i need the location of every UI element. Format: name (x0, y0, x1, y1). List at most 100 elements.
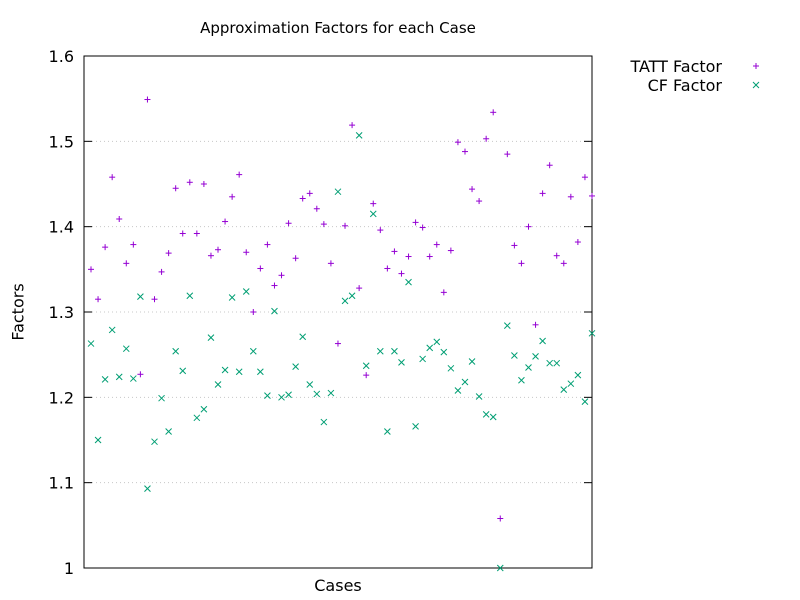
cf-point (454, 387, 462, 394)
tatt-point (447, 247, 454, 254)
tatt-point (271, 282, 278, 289)
tatt-point (504, 151, 511, 158)
tatt-point (419, 224, 426, 231)
tatt-point (454, 139, 461, 146)
y-tick-label: 1.3 (49, 303, 74, 322)
tatt-point (391, 248, 398, 255)
cf-point (376, 347, 384, 355)
tatt-point (574, 239, 581, 246)
tatt-point (313, 205, 320, 212)
cf-point (461, 378, 469, 386)
cf-point (518, 376, 525, 384)
cf-point (369, 210, 377, 218)
tatt-point (130, 241, 137, 248)
tatt-point (546, 162, 553, 169)
cf-point (419, 355, 427, 363)
tatt-point (349, 122, 356, 129)
cf-point (503, 322, 511, 330)
cf-point (137, 293, 144, 300)
cf-point (115, 373, 123, 381)
cf-point (144, 485, 151, 492)
tatt-point (116, 215, 123, 222)
cf-point (264, 392, 271, 399)
cf-point (101, 376, 109, 383)
cf-point (348, 292, 356, 300)
tatt-point (405, 253, 412, 260)
cf-point (193, 414, 201, 422)
cf-point (306, 381, 314, 388)
cf-point (560, 386, 568, 394)
tatt-point (109, 174, 116, 181)
tatt-point (172, 185, 179, 192)
cf-point (94, 436, 102, 444)
tatt-point (518, 260, 525, 267)
tatt-point (285, 220, 292, 227)
tatt-point (334, 340, 341, 347)
tatt-point (532, 321, 539, 328)
cf-point (426, 344, 434, 352)
cf-point (242, 288, 250, 295)
legend-label-cf: CF Factor (647, 76, 722, 95)
cf-point (200, 405, 208, 413)
tatt-point (102, 244, 109, 251)
cf-point (249, 347, 257, 355)
tatt-point (179, 230, 186, 237)
cf-point (496, 564, 504, 572)
cf-point (405, 278, 412, 286)
tatt-point (476, 198, 483, 205)
tatt-point (461, 148, 468, 155)
tatt-point (567, 193, 574, 200)
cf-point (482, 411, 490, 418)
cf-point (567, 380, 575, 388)
y-axis: 1 1.1 1.2 1.3 1.4 1.5 1.6 (49, 47, 592, 578)
y-tick-label: 1.4 (49, 218, 74, 237)
data-points (87, 96, 596, 572)
tatt-point (356, 285, 363, 292)
tatt-point (433, 241, 440, 248)
cf-point (341, 297, 349, 305)
cf-point (468, 358, 476, 365)
cf-point (292, 363, 299, 370)
tatt-point (342, 222, 349, 229)
cf-point (334, 188, 342, 196)
cf-point (221, 366, 229, 374)
cf-point (362, 362, 370, 370)
cf-point (214, 381, 222, 388)
tatt-point (511, 242, 518, 249)
tatt-point (137, 371, 144, 378)
cf-point (235, 368, 243, 376)
cf-point (158, 394, 165, 402)
tatt-point (222, 218, 229, 225)
tatt-point (144, 96, 151, 103)
cf-point (285, 391, 292, 399)
tatt-point (88, 266, 94, 273)
tatt-point (243, 249, 250, 256)
tatt-point (250, 309, 257, 315)
y-axis-label: Factors (8, 283, 28, 341)
tatt-point (264, 241, 271, 248)
cf-point (320, 418, 328, 426)
cf-point (553, 359, 561, 367)
cf-point (539, 337, 546, 345)
cf-point (165, 428, 172, 435)
tatt-point (158, 268, 165, 275)
legend-marker-cf (752, 81, 760, 89)
cf-point (546, 359, 554, 367)
tatt-point (186, 179, 193, 186)
chart-title: Approximation Factors for each Case (200, 19, 476, 37)
cf-point (256, 368, 264, 376)
cf-point (207, 334, 215, 341)
legend-marker-tatt (753, 63, 759, 69)
tatt-point (525, 223, 532, 230)
y-tick-label: 1.1 (49, 474, 74, 493)
cf-point (355, 132, 363, 139)
tatt-point (384, 265, 391, 272)
y-tick-label: 1.6 (49, 47, 74, 66)
cf-point (412, 422, 419, 430)
cf-point (581, 398, 589, 405)
cf-point (122, 345, 130, 353)
tatt-point (581, 174, 588, 181)
tatt-point (497, 515, 504, 522)
cf-point (447, 364, 455, 372)
